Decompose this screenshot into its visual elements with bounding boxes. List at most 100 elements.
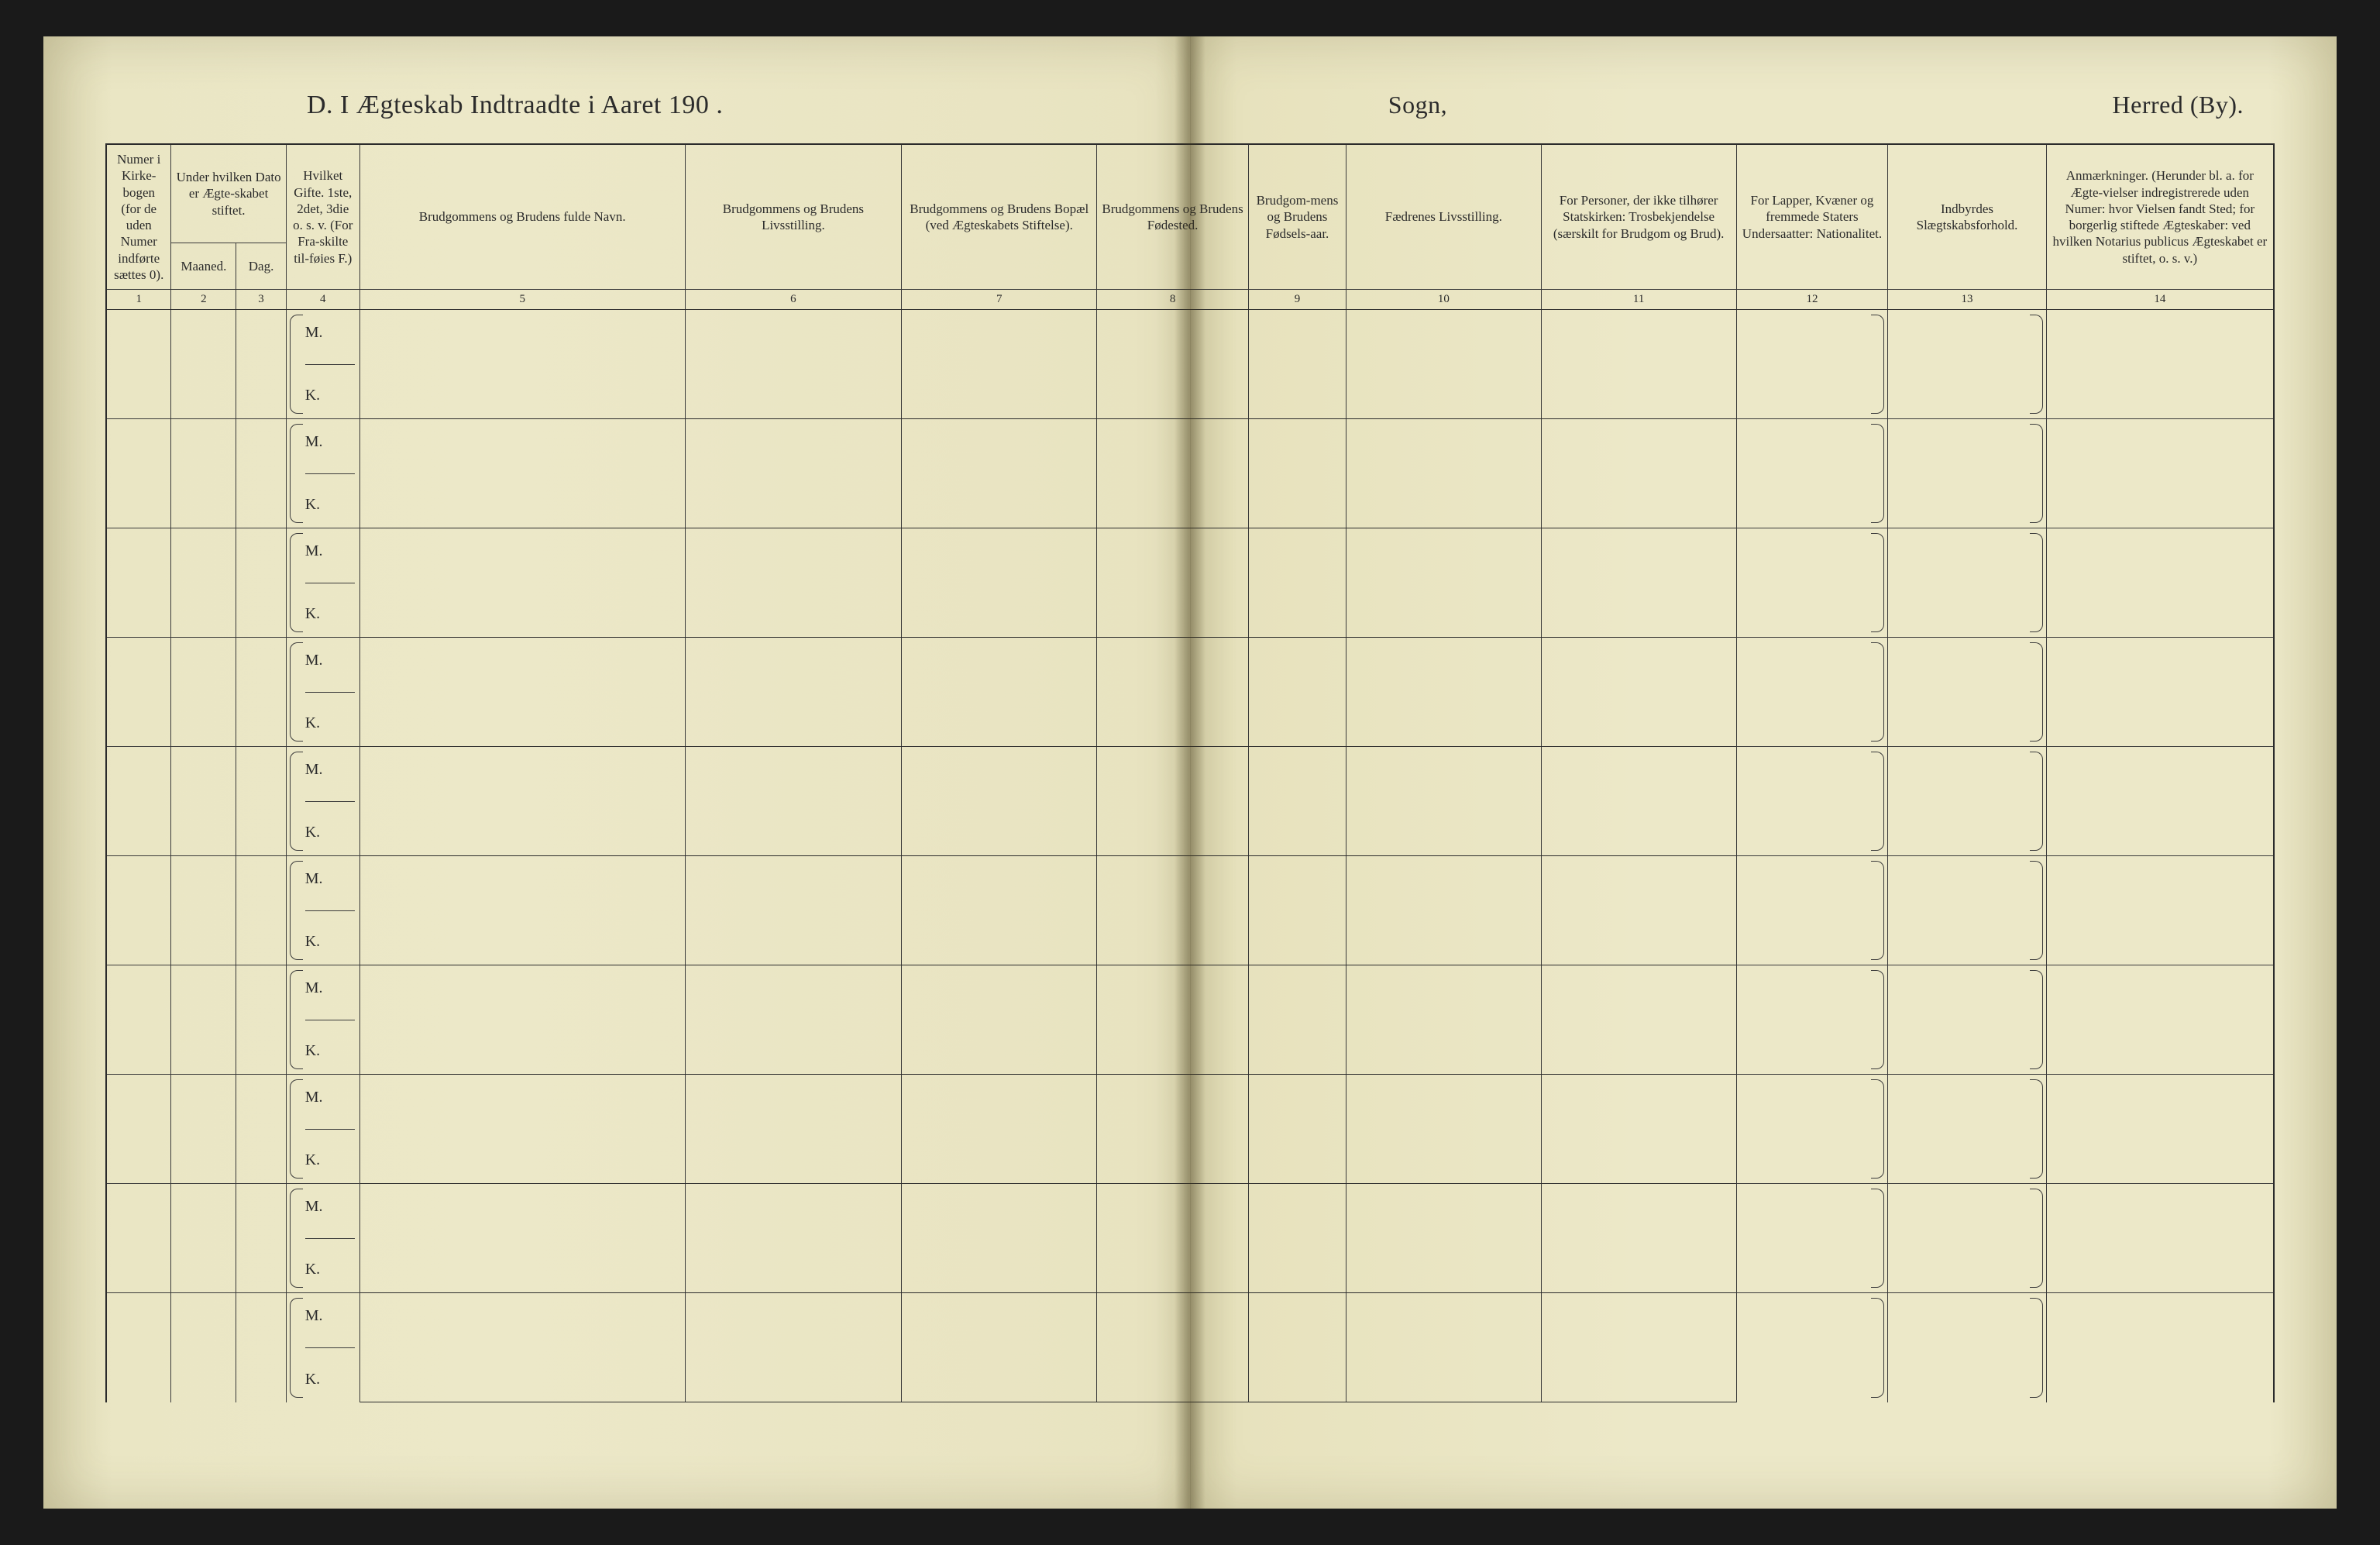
cell-blank bbox=[106, 1293, 171, 1402]
cell-m bbox=[685, 310, 902, 365]
cell-m bbox=[1541, 528, 1736, 583]
cell-blank bbox=[106, 419, 171, 528]
cell-blank bbox=[236, 1075, 286, 1184]
cell-m bbox=[1097, 638, 1249, 693]
entry-row: M.K. bbox=[106, 528, 2274, 583]
colnum-3: 3 bbox=[236, 290, 286, 310]
cell-blank bbox=[106, 528, 171, 638]
cell-m bbox=[902, 528, 1097, 583]
mk-brace-cell: M.K. bbox=[286, 528, 359, 638]
right-brace-icon bbox=[1871, 970, 1884, 1069]
cell-k bbox=[685, 473, 902, 528]
cell-k bbox=[1541, 1347, 1736, 1402]
cell-m bbox=[1097, 965, 1249, 1020]
colnum-9: 9 bbox=[1249, 290, 1346, 310]
cell-m bbox=[1097, 856, 1249, 911]
colnum-7: 7 bbox=[902, 290, 1097, 310]
mk-brace-cell: M.K. bbox=[286, 419, 359, 528]
colnum-6: 6 bbox=[685, 290, 902, 310]
col-header-9: Brudgom-mens og Brudens Fødsels-aar. bbox=[1249, 144, 1346, 290]
row-label-k: K. bbox=[305, 824, 320, 841]
cell-k bbox=[1249, 801, 1346, 856]
cell-k bbox=[359, 473, 685, 528]
cell-col14 bbox=[2046, 856, 2274, 965]
cell-m bbox=[1097, 310, 1249, 365]
cell-blank bbox=[106, 1075, 171, 1184]
cell-k bbox=[902, 583, 1097, 638]
cell-blank bbox=[236, 638, 286, 747]
row-label-k: K. bbox=[305, 1042, 320, 1060]
cell-col14 bbox=[2046, 965, 2274, 1075]
left-brace-icon bbox=[290, 1189, 303, 1288]
col-header-5: Brudgommens og Brudens fulde Navn. bbox=[359, 144, 685, 290]
row-label-m: M. bbox=[305, 324, 323, 342]
cell-blank bbox=[106, 965, 171, 1075]
cell-m bbox=[359, 1293, 685, 1348]
row-label-k: K. bbox=[305, 714, 320, 732]
cell-col12 bbox=[1736, 1184, 1888, 1293]
cell-k bbox=[1541, 692, 1736, 747]
cell-k bbox=[1097, 1020, 1249, 1075]
right-brace-icon bbox=[1871, 752, 1884, 851]
cell-blank bbox=[171, 528, 236, 638]
col-header-14: Anmærkninger. (Herunder bl. a. for Ægte-… bbox=[2046, 144, 2274, 290]
cell-m bbox=[1097, 1075, 1249, 1130]
cell-m bbox=[1541, 419, 1736, 474]
col-header-3: Dag. bbox=[236, 243, 286, 289]
page-background: D. I Ægteskab Indtraadte i Aaret 190 . S… bbox=[0, 0, 2380, 1545]
cell-blank bbox=[171, 1293, 236, 1402]
cell-blank bbox=[106, 1184, 171, 1293]
right-brace-icon bbox=[2030, 861, 2043, 960]
cell-k bbox=[902, 1020, 1097, 1075]
cell-col13 bbox=[1888, 638, 2046, 747]
cell-blank bbox=[236, 965, 286, 1075]
cell-m bbox=[359, 856, 685, 911]
cell-m bbox=[1346, 1293, 1541, 1348]
title-row: D. I Ægteskab Indtraadte i Aaret 190 . S… bbox=[105, 91, 2275, 143]
left-brace-icon bbox=[290, 970, 303, 1069]
cell-k bbox=[359, 692, 685, 747]
cell-m bbox=[1346, 638, 1541, 693]
cell-k bbox=[1097, 1347, 1249, 1402]
entry-row: M.K. bbox=[106, 419, 2274, 474]
cell-k bbox=[1249, 1129, 1346, 1184]
right-brace-icon bbox=[1871, 533, 1884, 632]
left-brace-icon bbox=[290, 861, 303, 960]
cell-m bbox=[902, 747, 1097, 802]
marriage-register-table: Numer i Kirke-bogen (for de uden Numer i… bbox=[105, 143, 2275, 1402]
cell-m bbox=[685, 528, 902, 583]
cell-k bbox=[1249, 1347, 1346, 1402]
right-brace-icon bbox=[2030, 970, 2043, 1069]
cell-m bbox=[1249, 965, 1346, 1020]
cell-m bbox=[902, 1293, 1097, 1348]
cell-m bbox=[359, 1075, 685, 1130]
row-label-k: K. bbox=[305, 605, 320, 623]
cell-k bbox=[359, 364, 685, 419]
cell-m bbox=[359, 638, 685, 693]
mk-brace-cell: M. K. bbox=[286, 638, 359, 747]
col-header-1: Numer i Kirke-bogen (for de uden Numer i… bbox=[106, 144, 171, 290]
row-label-m: M. bbox=[305, 652, 323, 669]
cell-k bbox=[1346, 1238, 1541, 1293]
cell-m bbox=[359, 1184, 685, 1239]
cell-m bbox=[685, 1075, 902, 1130]
cell-col13 bbox=[1888, 747, 2046, 856]
cell-k bbox=[359, 1129, 685, 1184]
right-brace-icon bbox=[1871, 1298, 1884, 1398]
cell-k bbox=[1346, 364, 1541, 419]
entry-row: M.K. bbox=[106, 1075, 2274, 1130]
cell-k bbox=[685, 910, 902, 965]
cell-col12 bbox=[1736, 747, 1888, 856]
cell-blank bbox=[236, 1293, 286, 1402]
cell-m bbox=[1097, 419, 1249, 474]
right-brace-icon bbox=[2030, 752, 2043, 851]
cell-k bbox=[902, 1238, 1097, 1293]
cell-m bbox=[1346, 310, 1541, 365]
cell-m bbox=[685, 638, 902, 693]
mk-divider bbox=[305, 910, 355, 911]
cell-blank bbox=[171, 856, 236, 965]
cell-m bbox=[1097, 1293, 1249, 1348]
cell-blank bbox=[236, 856, 286, 965]
left-brace-icon bbox=[290, 315, 303, 414]
cell-col14 bbox=[2046, 1075, 2274, 1184]
